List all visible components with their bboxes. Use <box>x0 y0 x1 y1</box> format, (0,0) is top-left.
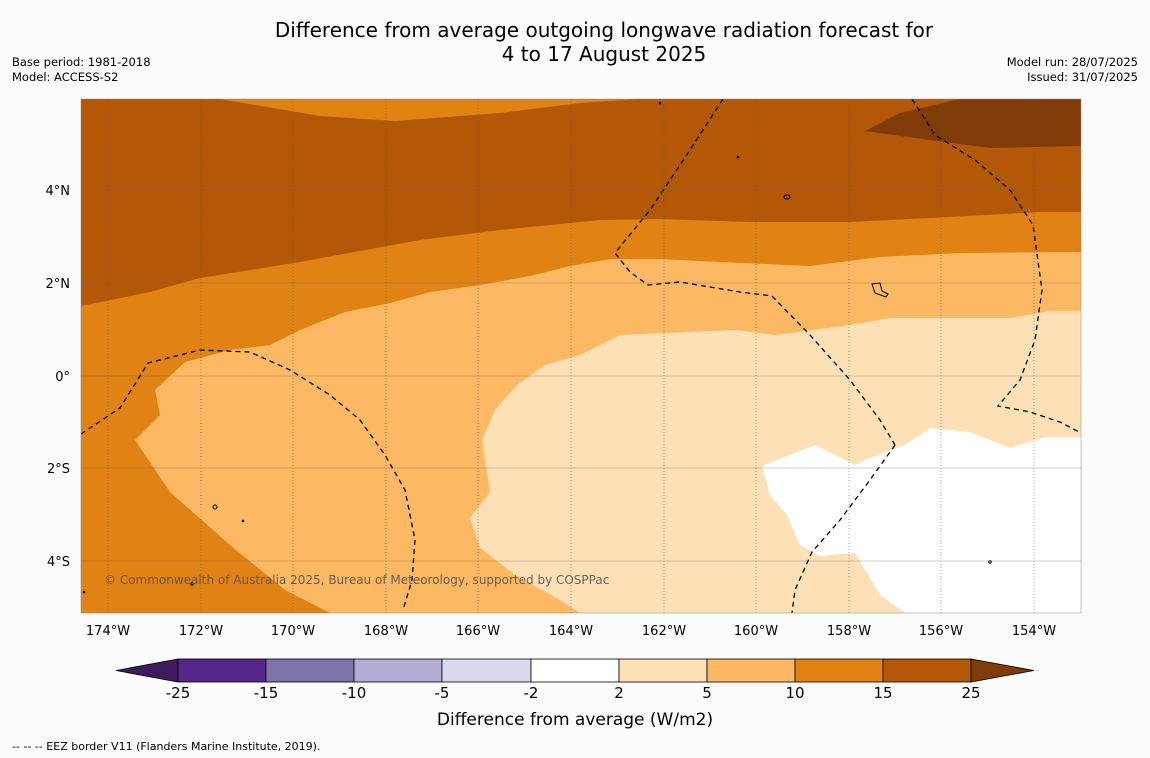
islands <box>82 101 992 594</box>
lon-label: 166°W <box>456 624 500 639</box>
lon-label: 174°W <box>86 624 130 639</box>
meta-left: Base period: 1981-2018 Model: ACCESS-S2 <box>12 55 151 85</box>
colorbar-tick: -5 <box>435 684 450 702</box>
title-line-1: Difference from average outgoing longwav… <box>274 18 934 42</box>
colorbar-segment <box>618 658 708 683</box>
eez-footnote: -- -- -- EEZ border V11 (Flanders Marine… <box>12 740 321 753</box>
lat-label: 2°N <box>46 277 71 292</box>
colorbar-segment <box>353 658 443 683</box>
colorbar-segment <box>706 658 796 683</box>
anomaly-band-neutral <box>762 428 1081 613</box>
latitude-labels: 4°N 2°N 0° 2°S 4°S <box>46 184 71 570</box>
lon-label: 160°W <box>734 624 778 639</box>
meta-right: Model run: 28/07/2025 Issued: 31/07/2025 <box>1007 55 1138 85</box>
colorbar-segment <box>177 658 267 683</box>
issued-date: Issued: 31/07/2025 <box>1027 70 1138 84</box>
lat-label: 2°S <box>47 462 70 477</box>
anomaly-band-15-25 <box>81 99 1081 306</box>
colorbar-tick: -15 <box>254 684 279 702</box>
colorbar-segment <box>441 658 532 683</box>
colorbar-segment <box>265 658 355 683</box>
longitude-labels: 174°W 172°W 170°W 168°W 166°W 164°W 162°… <box>86 624 1056 639</box>
title-line-2: 4 to 17 August 2025 <box>501 42 707 66</box>
colorbar-tick: -2 <box>524 684 539 702</box>
lat-label: 4°N <box>46 184 71 199</box>
colorbar-tick: 5 <box>702 684 712 702</box>
latitude-gridlines <box>81 189 1081 562</box>
colorbar-tick: 25 <box>961 684 980 702</box>
lon-label: 156°W <box>919 624 963 639</box>
copyright-watermark: © Commonwealth of Australia 2025, Bureau… <box>104 573 609 587</box>
map-frame <box>80 98 1082 614</box>
lon-label: 154°W <box>1012 624 1056 639</box>
colorbar-extend-high <box>970 658 1035 683</box>
map-area: © Commonwealth of Australia 2025, Bureau… <box>81 99 1081 613</box>
model-run: Model run: 28/07/2025 <box>1006 55 1138 69</box>
colorbar-segment <box>794 658 884 683</box>
colorbar-label: Difference from average (W/m2) <box>436 710 714 730</box>
colorbar-tick: 15 <box>873 684 892 702</box>
colorbar-segment <box>882 658 972 683</box>
map-title: Difference from average outgoing longwav… <box>200 18 1008 66</box>
lon-label: 170°W <box>271 624 315 639</box>
eez-borders <box>81 99 1081 613</box>
colorbar-extend-low <box>115 658 179 683</box>
lon-label: 162°W <box>642 624 686 639</box>
lat-label: 0° <box>55 370 70 385</box>
colorbar-ticks: -25 -15 -10 -5 -2 2 5 10 15 25 <box>166 684 981 702</box>
anomaly-band-over-25 <box>865 99 1081 148</box>
lon-label: 168°W <box>364 624 408 639</box>
anomaly-band-10-15-top <box>220 99 640 121</box>
lon-label: 158°W <box>827 624 871 639</box>
colorbar-tick: 2 <box>614 684 624 702</box>
lat-label: 4°S <box>47 555 70 570</box>
colorbar-segment <box>530 658 620 683</box>
base-period: Base period: 1981-2018 <box>12 55 151 69</box>
lon-label: 172°W <box>179 624 223 639</box>
model-name: Model: ACCESS-S2 <box>12 70 119 84</box>
colorbar-tick: 10 <box>785 684 804 702</box>
colorbar <box>115 658 1035 683</box>
colorbar-tick: -10 <box>342 684 367 702</box>
colorbar-tick: -25 <box>166 684 191 702</box>
lon-label: 164°W <box>549 624 593 639</box>
